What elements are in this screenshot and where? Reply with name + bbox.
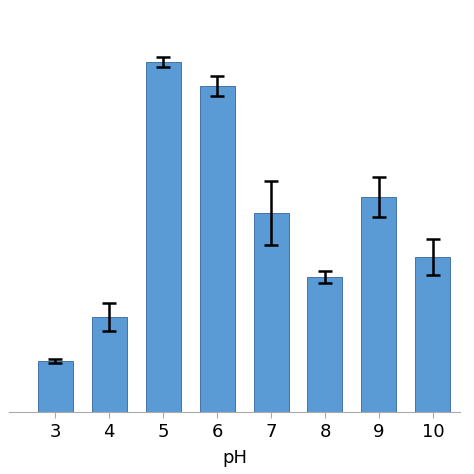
- Bar: [254, 213, 289, 412]
- Bar: [415, 257, 450, 412]
- X-axis label: pH: pH: [222, 449, 247, 467]
- Bar: [92, 317, 127, 412]
- Bar: [361, 197, 396, 412]
- Bar: [38, 361, 73, 412]
- Bar: [308, 277, 343, 412]
- Bar: [146, 62, 181, 412]
- Bar: [200, 86, 235, 412]
